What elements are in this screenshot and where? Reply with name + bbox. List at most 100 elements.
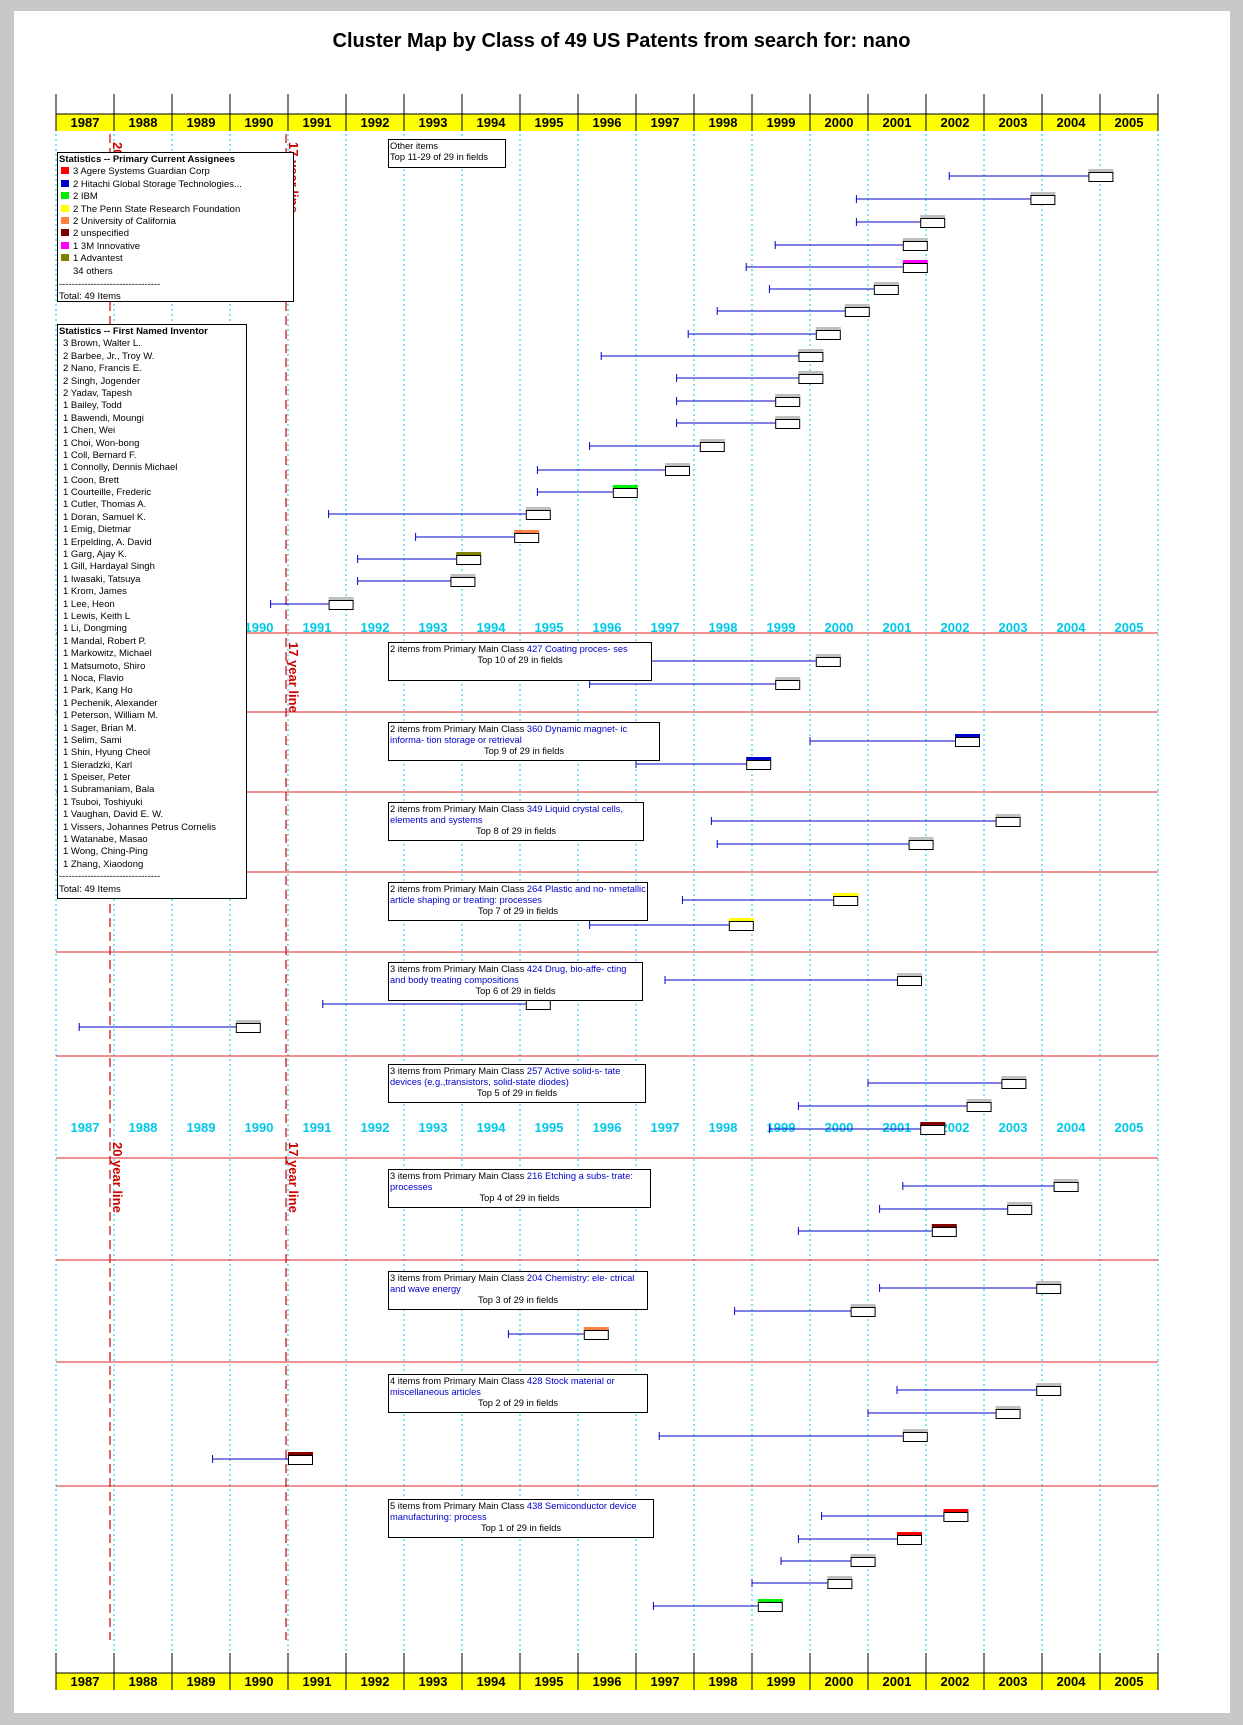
patent-assignee-cap <box>897 973 922 977</box>
patent-assignee-cap <box>746 757 772 761</box>
patent-assignee-cap <box>902 238 928 242</box>
mid-year-label: 1998 <box>709 1120 738 1135</box>
cluster-heading: Other items <box>390 141 439 151</box>
mid-year-label: 2003 <box>999 620 1028 635</box>
assignee-row: 1 3M Innovative <box>59 241 293 253</box>
inventor-row: 1 Doran, Samuel K. <box>63 511 146 523</box>
patent-issue-box <box>775 419 801 429</box>
patent-assignee-cap <box>775 677 801 681</box>
ref-line-label: 17 year line <box>286 1142 301 1213</box>
inventor-row: 1 Wong, Ching-Ping <box>63 846 148 858</box>
cluster-rank: Top 4 of 29 in fields <box>479 1193 560 1203</box>
inventor-row: 1 Watanabe, Masao <box>63 834 148 846</box>
inventor-row: 3 Brown, Walter L. <box>63 338 141 350</box>
cluster-class-link[interactable]: 257 Active solid-s- tate devices (e.g.,t… <box>390 1066 621 1087</box>
patent-issue-box <box>746 760 772 770</box>
patent-assignee-cap <box>1036 1281 1062 1285</box>
axis-year-label: 1996 <box>593 115 622 130</box>
mid-year-label: 2000 <box>825 620 854 635</box>
cluster-class-link[interactable]: 349 Liquid crystal cells, elements and s… <box>390 804 624 825</box>
cluster-label-box: 3 items from Primary Main Class 257 Acti… <box>388 1064 646 1103</box>
inventor-stats-panel: Statistics -- First Named Inventor 3 Bro… <box>57 324 247 899</box>
assignee-label: 2 University of California <box>73 215 176 227</box>
patent-issue-box <box>798 374 824 384</box>
mid-year-label: 1989 <box>187 1120 216 1135</box>
mid-year-label: 1996 <box>593 1120 622 1135</box>
patent-assignee-cap <box>827 1576 853 1580</box>
inventor-row: 1 Sieradzki, Karl <box>63 759 133 771</box>
inventor-row: 1 Tsuboi, Toshiyuki <box>63 796 143 808</box>
inventor-row: 1 Emig, Dietmar <box>63 524 132 536</box>
patent-issue-box <box>757 1602 783 1612</box>
axis-year-label: 1994 <box>477 1674 507 1689</box>
inventor-row: 1 Mandal, Robert P. <box>63 635 147 647</box>
assignee-row: 2 IBM <box>59 191 293 203</box>
cluster-class-link[interactable]: 438 Semiconductor device manufacturing: … <box>390 1501 637 1522</box>
cluster-class-link[interactable]: 216 Etching a subs- trate: processes <box>390 1171 633 1192</box>
patent-assignee-cap <box>966 1099 992 1103</box>
cluster-label-box: 2 items from Primary Main Class 349 Liqu… <box>388 802 644 841</box>
mid-year-label: 2005 <box>1115 620 1144 635</box>
mid-year-label: 2002 <box>941 1120 970 1135</box>
inventor-row: 1 Choi, Won-bong <box>63 437 140 449</box>
cluster-class-link[interactable]: 204 Chemistry: ele- ctrical and wave ene… <box>390 1273 635 1294</box>
inventor-row: 1 Sager, Brian M. <box>63 722 137 734</box>
assignee-label: 2 IBM <box>73 191 98 203</box>
patent-issue-box <box>815 657 841 667</box>
mid-year-label: 1991 <box>303 620 332 635</box>
patent-assignee-cap <box>844 304 870 308</box>
mid-year-label: 1995 <box>535 620 564 635</box>
assignee-color-swatch <box>61 167 69 175</box>
inventor-row: 1 Vissers, Johannes Petrus Cornelis <box>63 821 216 833</box>
assignee-color-swatch <box>61 267 69 274</box>
assignee-color-swatch <box>61 241 69 249</box>
axis-year-label: 2004 <box>1057 115 1087 130</box>
axis-year-label: 2003 <box>999 1674 1028 1689</box>
inventor-row: 2 Barbee, Jr., Troy W. <box>63 350 155 362</box>
patent-issue-box <box>833 896 859 906</box>
axis-year-label: 2005 <box>1115 115 1144 130</box>
inventor-row: 1 Coll, Bernard F. <box>63 449 137 461</box>
patent-assignee-cap <box>850 1304 876 1308</box>
cluster-class-link[interactable]: 264 Plastic and no- nmetallic article sh… <box>390 884 646 905</box>
patent-issue-box <box>943 1512 969 1522</box>
cluster-rank: Top 1 of 29 in fields <box>480 1523 562 1533</box>
patent-assignee-cap <box>902 260 928 264</box>
cluster-rank: Top 5 of 29 in fields <box>476 1088 558 1098</box>
patent-issue-box <box>1088 172 1114 182</box>
axis-year-label: 1989 <box>187 1674 216 1689</box>
inventor-row: 1 Matsumoto, Shiro <box>63 660 146 672</box>
patent-issue-box <box>450 577 476 587</box>
assignee-label: 3 Agere Systems Guardian Corp <box>73 166 210 178</box>
cluster-label-box: 5 items from Primary Main Class 438 Semi… <box>388 1499 654 1538</box>
patent-assignee-cap <box>288 1452 313 1456</box>
patent-issue-box <box>827 1579 853 1589</box>
axis-year-label: 1991 <box>303 115 332 130</box>
inventor-row: 1 Speiser, Peter <box>63 772 131 784</box>
axis-year-label: 1992 <box>361 115 390 130</box>
patent-assignee-cap <box>955 734 980 738</box>
inventor-row: 1 Chen, Wei <box>63 425 116 437</box>
patent-assignee-cap <box>920 1122 946 1126</box>
cluster-label-box: 3 items from Primary Main Class 424 Drug… <box>388 962 643 1001</box>
cluster-class-link[interactable]: 428 Stock material or miscellaneous arti… <box>390 1376 615 1397</box>
cluster-class-link[interactable]: 360 Dynamic magnet- ic informa- tion sto… <box>390 724 628 745</box>
inventor-row: 1 Connolly, Dennis Michael <box>63 462 178 474</box>
cluster-class-link[interactable]: 427 Coating proces- ses <box>524 644 628 654</box>
inventor-row: 1 Coon, Brett <box>63 474 119 486</box>
patent-issue-box <box>920 1125 946 1135</box>
cluster-class-link[interactable]: 424 Drug, bio-affe- cting and body treat… <box>390 964 627 985</box>
patent-issue-box <box>850 1557 876 1567</box>
patent-assignee-cap <box>1030 192 1056 196</box>
axis-year-label: 1990 <box>245 1674 274 1689</box>
axis-year-label: 1993 <box>419 115 448 130</box>
axis-year-label: 1995 <box>535 1674 564 1689</box>
axis-year-label: 1987 <box>71 1674 100 1689</box>
cluster-label-box: 2 items from Primary Main Class 427 Coat… <box>388 642 652 681</box>
patent-assignee-cap <box>583 1327 609 1331</box>
cluster-label-box: 3 items from Primary Main Class 204 Chem… <box>388 1271 648 1310</box>
cluster-heading: 3 items from Primary Main Class <box>390 964 525 974</box>
patent-assignee-cap <box>815 654 841 658</box>
assignee-label: 2 Hitachi Global Storage Technologies... <box>73 178 242 190</box>
patent-assignee-cap <box>1001 1076 1027 1080</box>
